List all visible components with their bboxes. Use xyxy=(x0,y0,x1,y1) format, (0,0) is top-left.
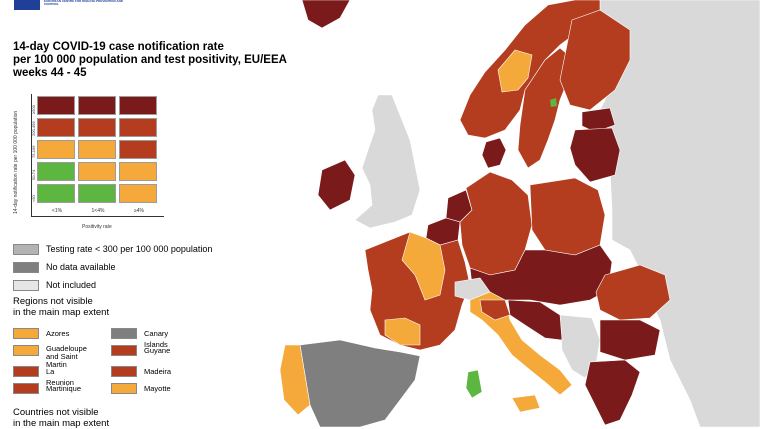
map-region-uk xyxy=(354,94,421,229)
matrix-y-axis-label: 14-day notification rate per 100 000 pop… xyxy=(13,110,19,214)
matrix-cell xyxy=(78,96,116,115)
matrix-x-axis-line xyxy=(31,216,164,217)
region-swatch xyxy=(111,328,137,339)
region-label: La Reunion xyxy=(46,367,74,387)
matrix-row-label: 50-74 xyxy=(31,169,36,180)
region-swatch xyxy=(111,366,137,377)
map-region-spain xyxy=(299,339,421,427)
matrix-cell xyxy=(119,96,157,115)
map-region-gotland xyxy=(550,98,557,107)
matrix-cell xyxy=(37,140,75,159)
map-region-greece xyxy=(584,359,641,426)
map-region-portugal xyxy=(279,344,311,416)
matrix-col-label: <1% xyxy=(51,208,63,214)
region-swatch xyxy=(111,345,137,356)
matrix-cell xyxy=(119,162,157,181)
map-region-romania xyxy=(595,264,671,321)
map-region-poland xyxy=(529,177,606,256)
matrix-cell xyxy=(119,184,157,203)
map-region-sardinia xyxy=(465,369,483,399)
logo-text: EUROPEAN CENTRE FOR DISEASE PREVENTION A… xyxy=(44,0,123,7)
matrix-col-label: 1<4% xyxy=(91,208,105,214)
matrix-row-label: 75-199 xyxy=(31,145,36,158)
map-region-denmark xyxy=(481,137,507,169)
map-region-sweden xyxy=(517,47,573,169)
matrix-cell xyxy=(37,184,75,203)
map-region-france-south xyxy=(384,317,421,346)
map-region-italy-north xyxy=(479,299,511,321)
region-swatch xyxy=(13,328,39,339)
legend-label: Testing rate < 300 per 100 000 populatio… xyxy=(46,244,213,254)
region-swatch xyxy=(13,345,39,356)
map-region-sicily xyxy=(511,394,541,413)
legend-label: Not included xyxy=(46,280,97,290)
matrix-cell xyxy=(37,162,75,181)
matrix-cell xyxy=(37,118,75,137)
map-region-norway xyxy=(301,0,351,29)
matrix-x-axis-label: Positivity rate xyxy=(82,224,112,230)
map-region-ireland xyxy=(317,159,356,211)
matrix-col-label: ≥4% xyxy=(134,208,144,214)
region-label: Martinique xyxy=(46,384,82,393)
map-region-france-orange xyxy=(401,231,446,301)
matrix-cell xyxy=(78,118,116,137)
region-label: Guyane xyxy=(144,346,171,355)
matrix-cell xyxy=(119,118,157,137)
map-region-sweden-center xyxy=(497,49,533,93)
region-label: Madeira xyxy=(144,367,172,376)
region-swatch xyxy=(13,366,39,377)
matrix-cell xyxy=(78,162,116,181)
legend-swatch xyxy=(13,262,39,273)
map-region-finland xyxy=(559,9,631,111)
matrix-y-axis-line xyxy=(31,94,32,217)
countries-section-title: Countries not visible in the main map ex… xyxy=(13,407,110,429)
matrix-cell xyxy=(119,140,157,159)
ecdc-logo: EUROPEAN CENTRE FOR DISEASE PREVENTION A… xyxy=(14,0,134,12)
matrix-cell xyxy=(78,184,116,203)
map-region-non-eu xyxy=(599,0,760,427)
matrix-row-label: <50 xyxy=(31,195,36,202)
map-region-bulgaria xyxy=(599,319,661,361)
matrix-row-label: ≥500 xyxy=(31,105,36,114)
region-label: Mayotte xyxy=(144,384,171,393)
map-region-latvia-lithuania xyxy=(569,127,621,183)
matrix-row-label: 200-499 xyxy=(31,121,36,136)
eu-flag-icon xyxy=(14,0,40,10)
legend-swatch xyxy=(13,280,39,291)
legend-label: No data available xyxy=(46,262,116,272)
matrix-cell xyxy=(78,140,116,159)
region-swatch xyxy=(13,383,39,394)
map-region-slovenia-croatia xyxy=(507,299,563,341)
region-label: Azores xyxy=(46,329,70,338)
region-swatch xyxy=(111,383,137,394)
region-label: Canary Islands xyxy=(144,329,169,349)
region-label: Guadeloupe and Saint Martin xyxy=(46,344,87,369)
legend-swatch xyxy=(13,244,39,255)
map-title: 14-day COVID-19 case notification rate p… xyxy=(13,41,287,79)
regions-section-title: Regions not visible in the main map exte… xyxy=(13,296,110,318)
matrix-cell xyxy=(37,96,75,115)
